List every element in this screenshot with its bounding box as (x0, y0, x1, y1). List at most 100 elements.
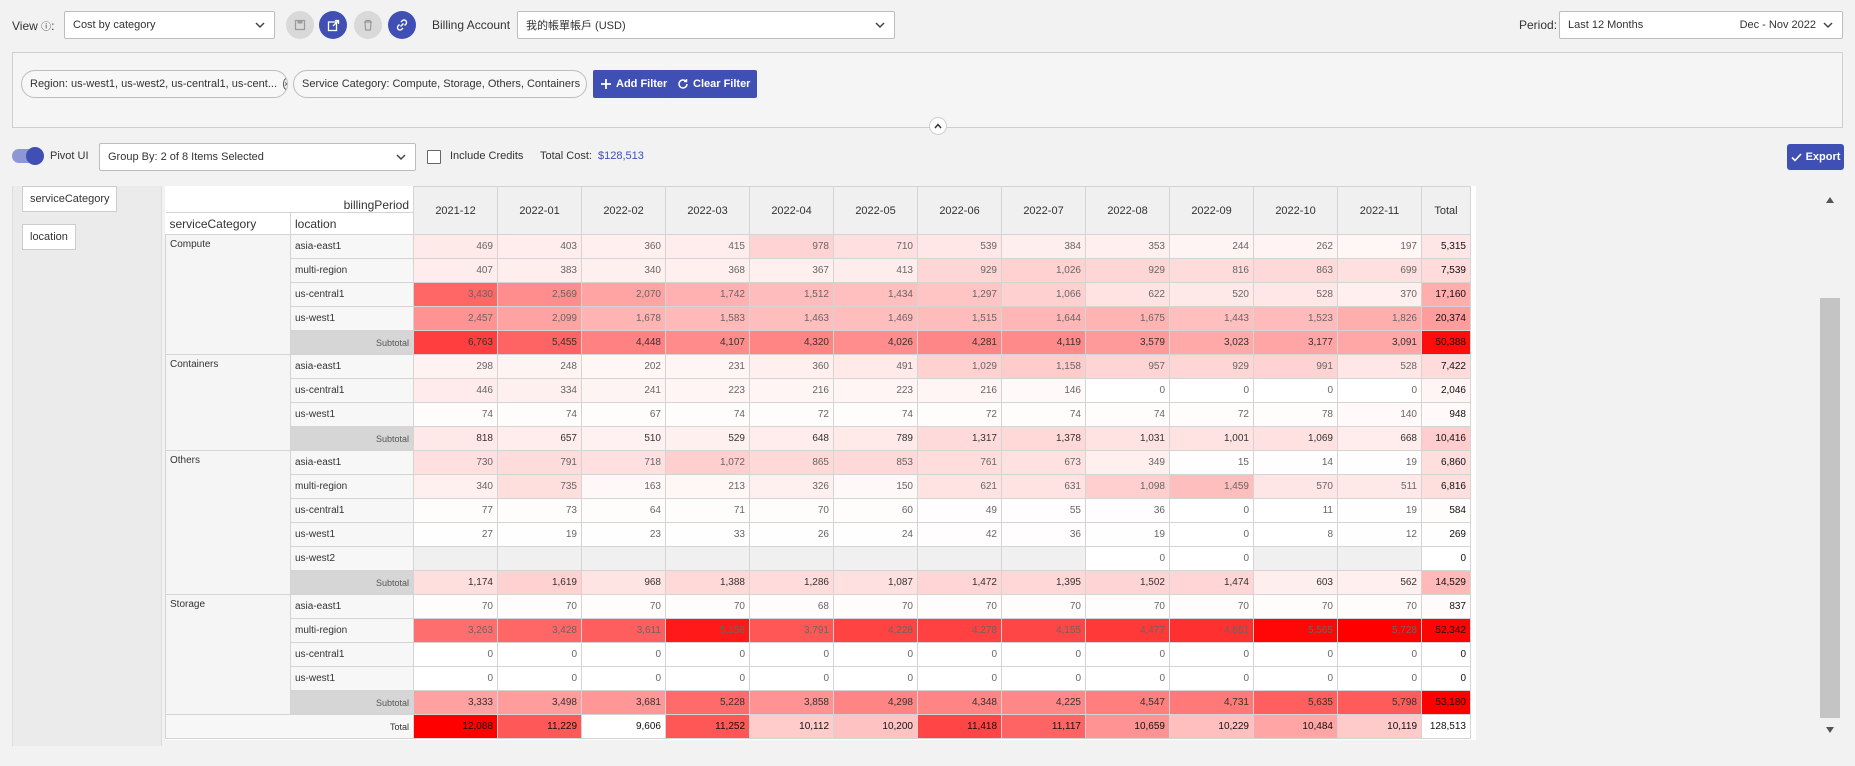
value-cell[interactable]: 26 (749, 522, 834, 547)
subtotal-cell[interactable]: 4,225 (1001, 690, 1086, 715)
subtotal-cell[interactable]: 5,798 (1337, 690, 1422, 715)
value-cell[interactable]: 5,565 (1253, 618, 1338, 643)
location-cell[interactable]: multi-region (290, 474, 414, 499)
value-cell[interactable]: 1,098 (1085, 474, 1170, 499)
value-cell[interactable]: 791 (497, 450, 582, 475)
value-cell[interactable] (665, 546, 750, 571)
column-header-month[interactable]: 2022-03 (665, 186, 750, 235)
value-cell[interactable]: 197 (1337, 234, 1422, 259)
value-cell[interactable]: 415 (665, 234, 750, 259)
subtotal-cell[interactable]: 4,448 (581, 330, 666, 355)
row-total-cell[interactable]: 7,539 (1421, 258, 1471, 283)
row-total-cell[interactable]: 0 (1421, 546, 1471, 571)
subtotal-cell[interactable]: 1,031 (1085, 426, 1170, 451)
value-cell[interactable]: 2,070 (581, 282, 666, 307)
row-total-cell[interactable]: 6,860 (1421, 450, 1471, 475)
value-cell[interactable]: 19 (497, 522, 582, 547)
column-header-total[interactable]: Total (1421, 186, 1471, 235)
value-cell[interactable]: 4,155 (1001, 618, 1086, 643)
value-cell[interactable]: 1,459 (1169, 474, 1254, 499)
save-view-button[interactable] (286, 11, 314, 39)
subtotal-cell[interactable]: 5,228 (665, 690, 750, 715)
subtotal-cell[interactable]: 6,763 (413, 330, 498, 355)
value-cell[interactable]: 570 (1253, 474, 1338, 499)
value-cell[interactable]: 73 (497, 498, 582, 523)
subtotal-total-cell[interactable]: 14,529 (1421, 570, 1471, 595)
clear-filter-button[interactable]: Clear Filter (670, 70, 758, 98)
value-cell[interactable]: 64 (581, 498, 666, 523)
value-cell[interactable]: 718 (581, 450, 666, 475)
subtotal-cell[interactable]: 3,579 (1085, 330, 1170, 355)
value-cell[interactable]: 42 (917, 522, 1002, 547)
scroll-up-icon[interactable] (1825, 196, 1835, 204)
value-cell[interactable]: 413 (833, 258, 918, 283)
value-cell[interactable]: 2,569 (497, 282, 582, 307)
value-cell[interactable]: 0 (665, 642, 750, 667)
location-cell[interactable]: us-west1 (290, 666, 414, 691)
value-cell[interactable]: 631 (1001, 474, 1086, 499)
subtotal-cell[interactable]: 3,023 (1169, 330, 1254, 355)
value-cell[interactable]: 730 (413, 450, 498, 475)
value-cell[interactable]: 1,678 (581, 306, 666, 331)
value-cell[interactable]: 70 (833, 594, 918, 619)
value-cell[interactable]: 0 (1337, 378, 1422, 403)
value-cell[interactable]: 1,523 (1253, 306, 1338, 331)
value-cell[interactable]: 14 (1253, 450, 1338, 475)
value-cell[interactable]: 0 (917, 666, 1002, 691)
subtotal-cell[interactable]: 1,069 (1253, 426, 1338, 451)
column-header-month[interactable]: 2021-12 (413, 186, 498, 235)
value-cell[interactable]: 223 (833, 378, 918, 403)
row-total-cell[interactable]: 17,160 (1421, 282, 1471, 307)
value-cell[interactable]: 0 (917, 642, 1002, 667)
value-cell[interactable]: 326 (749, 474, 834, 499)
value-cell[interactable]: 0 (497, 642, 582, 667)
close-circle-icon[interactable]: × (283, 78, 287, 90)
grand-total-cell[interactable]: 10,112 (749, 714, 834, 739)
grand-total-cell[interactable]: 11,418 (917, 714, 1002, 739)
value-cell[interactable]: 72 (917, 402, 1002, 427)
column-header-month[interactable]: 2022-02 (581, 186, 666, 235)
subtotal-cell[interactable]: 510 (581, 426, 666, 451)
grand-total-cell[interactable]: 10,200 (833, 714, 918, 739)
location-cell[interactable]: asia-east1 (290, 234, 414, 259)
value-cell[interactable]: 991 (1253, 354, 1338, 379)
value-cell[interactable]: 231 (665, 354, 750, 379)
value-cell[interactable]: 67 (581, 402, 666, 427)
filter-chip-region[interactable]: Region: us-west1, us-west2, us-central1,… (21, 70, 288, 98)
value-cell[interactable]: 77 (413, 498, 498, 523)
scrollbar-thumb[interactable] (1820, 298, 1840, 718)
row-total-cell[interactable]: 269 (1421, 522, 1471, 547)
subtotal-cell[interactable]: 529 (665, 426, 750, 451)
value-cell[interactable]: 3,263 (413, 618, 498, 643)
value-cell[interactable]: 403 (497, 234, 582, 259)
value-cell[interactable]: 4,278 (917, 618, 1002, 643)
value-cell[interactable]: 2,457 (413, 306, 498, 331)
value-cell[interactable]: 1,515 (917, 306, 1002, 331)
value-cell[interactable]: 223 (665, 378, 750, 403)
export-button[interactable]: Export (1787, 144, 1844, 170)
value-cell[interactable]: 60 (833, 498, 918, 523)
value-cell[interactable]: 0 (665, 666, 750, 691)
value-cell[interactable]: 383 (497, 258, 582, 283)
subtotal-cell[interactable]: 1,087 (833, 570, 918, 595)
group-by-select[interactable]: Group By: 2 of 8 Items Selected (99, 143, 416, 171)
subtotal-cell[interactable]: 4,320 (749, 330, 834, 355)
location-cell[interactable]: us-west2 (290, 546, 414, 571)
value-cell[interactable] (833, 546, 918, 571)
value-cell[interactable]: 340 (413, 474, 498, 499)
row-total-cell[interactable]: 6,816 (1421, 474, 1471, 499)
grand-total-cell[interactable]: 10,229 (1169, 714, 1254, 739)
value-cell[interactable]: 5,728 (1337, 618, 1422, 643)
subtotal-cell[interactable]: 657 (497, 426, 582, 451)
grand-total-cell[interactable]: 11,252 (665, 714, 750, 739)
value-cell[interactable]: 4,477 (1085, 618, 1170, 643)
row-total-cell[interactable]: 20,374 (1421, 306, 1471, 331)
value-cell[interactable]: 491 (833, 354, 918, 379)
value-cell[interactable]: 19 (1337, 450, 1422, 475)
billing-account-select[interactable]: 我的帳單帳戶 (USD) (517, 11, 895, 39)
value-cell[interactable]: 74 (665, 402, 750, 427)
value-cell[interactable]: 55 (1001, 498, 1086, 523)
row-total-cell[interactable]: 0 (1421, 642, 1471, 667)
value-cell[interactable]: 0 (413, 666, 498, 691)
value-cell[interactable] (497, 546, 582, 571)
